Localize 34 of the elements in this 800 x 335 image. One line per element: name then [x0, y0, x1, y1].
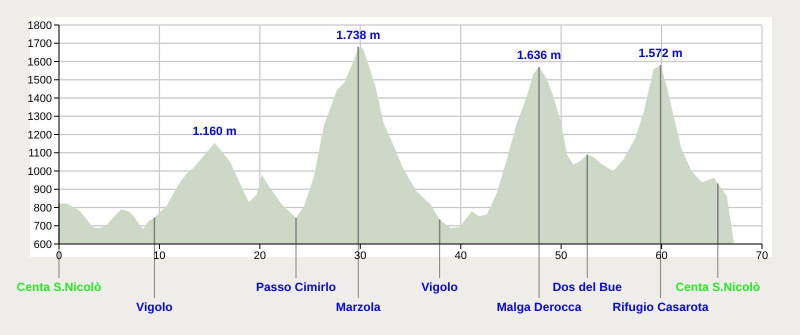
annotation: 1.738 m — [336, 28, 380, 42]
annotation: 1.572 m — [638, 46, 683, 60]
x-tick-label: 20 — [254, 250, 266, 262]
ref-line-label: Rifugio Casarota — [612, 300, 709, 314]
x-tick-label: 0 — [56, 250, 62, 262]
ref-line-label: Vigolo — [421, 280, 458, 294]
x-tick-label: 40 — [454, 250, 467, 262]
y-tick-label: 1600 — [28, 56, 52, 68]
x-tick-label: 60 — [655, 250, 668, 262]
y-tick-label: 900 — [34, 184, 52, 196]
y-tick-label: 700 — [34, 220, 52, 233]
ref-line-label: Centa S.Nicolò — [675, 280, 760, 294]
y-tick-label: 1700 — [28, 38, 52, 50]
ref-line-label: Malga Derocca — [496, 300, 582, 314]
x-tick-label: 10 — [153, 250, 166, 262]
y-tick-label: 1200 — [28, 129, 52, 142]
annotation: 1.636 m — [517, 48, 562, 62]
ref-line-label: Marzola — [336, 300, 381, 314]
x-tick-label: 70 — [756, 250, 768, 262]
y-tick-label: 1400 — [28, 92, 52, 105]
x-tick-label: 50 — [555, 250, 568, 262]
y-tick-label: 1000 — [28, 166, 52, 178]
ref-line-label: Passo Cimirlo — [256, 280, 336, 294]
ref-line-label: Vigolo — [136, 300, 173, 314]
y-tick-label: 1500 — [28, 74, 52, 87]
ref-line-label: Dos del Bue — [552, 280, 622, 294]
annotation: 1.160 m — [192, 124, 237, 138]
y-tick-label: 1300 — [28, 111, 52, 124]
y-tick-label: 600 — [34, 238, 52, 251]
y-tick-label: 1800 — [28, 20, 52, 32]
y-tick-label: 800 — [34, 202, 52, 214]
x-tick-label: 30 — [354, 250, 366, 262]
y-tick-label: 1100 — [28, 148, 52, 160]
ref-line-label: Centa S.Nicolò — [16, 280, 102, 294]
